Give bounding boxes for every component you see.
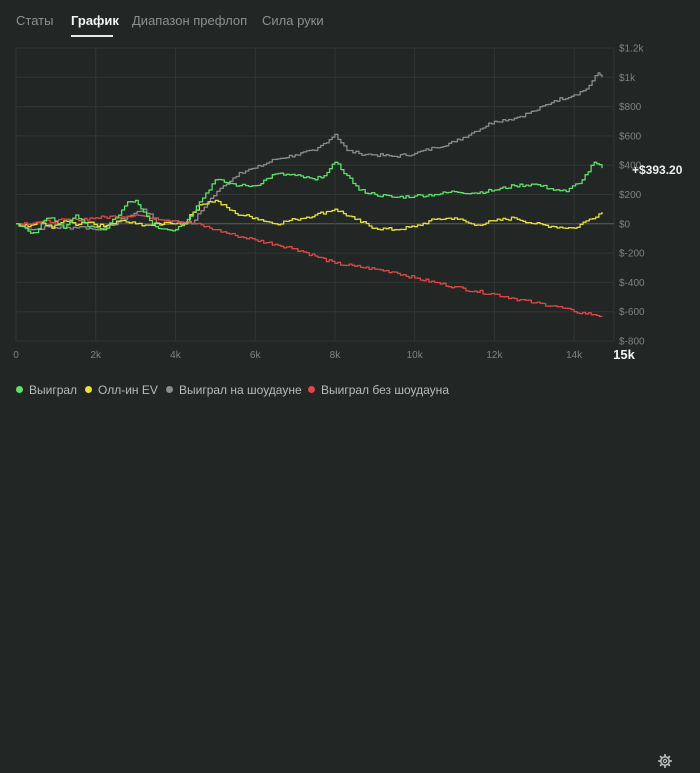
y-tick-label: $200 bbox=[619, 190, 642, 201]
legend-label: Выиграл без шоудауна bbox=[321, 383, 449, 397]
result-value-label: +$393.20 bbox=[632, 163, 683, 177]
gear-icon[interactable] bbox=[657, 753, 673, 769]
chart-series bbox=[16, 72, 603, 318]
x-tick-label: 0 bbox=[13, 350, 19, 361]
y-tick-label: $-800 bbox=[619, 337, 645, 348]
legend-item-won[interactable]: Выиграл bbox=[16, 383, 77, 397]
x-tick-label: 10k bbox=[407, 350, 424, 361]
legend-item-showdown[interactable]: Выиграл на шоудауне bbox=[166, 383, 302, 397]
legend-dot-non-showdown bbox=[308, 386, 315, 393]
legend-dot-won bbox=[16, 386, 23, 393]
tab-graph[interactable]: График bbox=[71, 13, 119, 28]
series-line-3 bbox=[16, 214, 603, 318]
legend-dot-allin-ev bbox=[85, 386, 92, 393]
y-tick-label: $600 bbox=[619, 131, 642, 142]
series-line-2 bbox=[16, 72, 603, 231]
legend-dot-showdown bbox=[166, 386, 173, 393]
legend-item-allin-ev[interactable]: Олл-ин EV bbox=[85, 383, 158, 397]
y-axis: $1.2k $1k $800 $600 $400 $200 $0 $-200 $-400 $-60… bbox=[619, 44, 645, 348]
legend-label: Выиграл bbox=[29, 383, 78, 397]
y-tick-label: $0 bbox=[619, 219, 631, 230]
x-final-label: 15k bbox=[613, 347, 635, 362]
x-tick-label: 8k bbox=[330, 350, 342, 361]
active-tab-underline bbox=[71, 35, 113, 37]
x-axis: 0 2k 4k 6k 8k 10k 12k 14k 15k bbox=[13, 347, 635, 362]
legend-label: Выиграл на шоудауне bbox=[179, 383, 302, 397]
y-tick-label: $-200 bbox=[619, 249, 645, 260]
y-tick-label: $1k bbox=[619, 73, 636, 84]
y-tick-label: $400 bbox=[619, 161, 642, 172]
series-line-0 bbox=[16, 161, 603, 234]
x-tick-label: 6k bbox=[250, 350, 262, 361]
y-tick-label: $-400 bbox=[619, 278, 645, 289]
chart-legend: Выиграл Олл-ин EV Выиграл на шоудауне Вы… bbox=[0, 375, 700, 769]
profit-graph: $1.2k $1k $800 $600 $400 $200 $0 $-200 $-400 $-60… bbox=[13, 44, 683, 363]
legend-item-non-showdown[interactable]: Выиграл без шоудауна bbox=[308, 383, 449, 397]
y-tick-label: $-600 bbox=[619, 307, 645, 318]
x-tick-label: 12k bbox=[486, 350, 503, 361]
tab-preflop-range[interactable]: Диапазон префлоп bbox=[132, 13, 248, 28]
tab-hand-strength[interactable]: Сила руки bbox=[262, 13, 324, 28]
series-line-1 bbox=[16, 199, 603, 231]
legend-label: Олл-ин EV bbox=[98, 383, 158, 397]
y-tick-label: $800 bbox=[619, 102, 642, 113]
tab-bar: Статы График Диапазон префлоп Сила руки bbox=[0, 0, 700, 38]
x-tick-label: 14k bbox=[566, 350, 583, 361]
tab-stats[interactable]: Статы bbox=[16, 13, 54, 28]
x-tick-label: 4k bbox=[170, 350, 182, 361]
y-tick-label: $1.2k bbox=[619, 44, 644, 55]
x-tick-label: 2k bbox=[90, 350, 102, 361]
chart-grid bbox=[15, 47, 615, 342]
